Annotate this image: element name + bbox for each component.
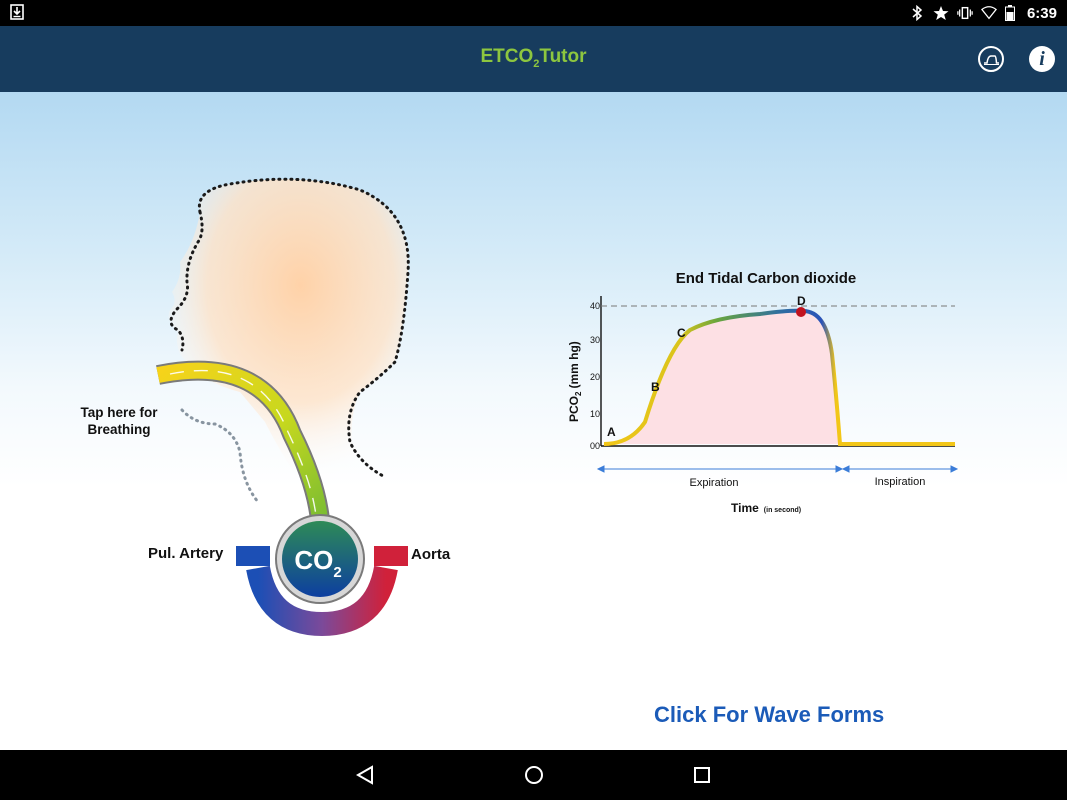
tick-20: 20 [590, 372, 600, 382]
tick-10: 10 [590, 409, 600, 419]
head-silhouette [168, 179, 409, 482]
point-b-label: B [651, 380, 660, 394]
tick-00: 00 [590, 441, 600, 451]
app-title: ETCO2Tutor [0, 46, 1067, 70]
navigation-bar [0, 750, 1067, 800]
chin-neck [180, 408, 260, 504]
point-d-label: D [797, 294, 806, 308]
face-profile [169, 210, 204, 352]
x-axis-label: Time (in second) [731, 501, 801, 515]
tap-for-breathing-label[interactable]: Tap here for Breathing [72, 404, 166, 438]
capnogram-curve [603, 308, 955, 446]
point-c-label: C [677, 326, 686, 340]
back-icon[interactable] [353, 763, 377, 787]
download-icon [10, 4, 24, 20]
app-title-subscript: 2 [533, 57, 540, 70]
waveform-button[interactable] [978, 46, 1004, 72]
bluetooth-icon [912, 5, 923, 21]
diagram-canvas: CO2 End Tidal Carbon dioxide 00 10 20 30… [156, 177, 959, 637]
pulmonary-artery-inlet [236, 546, 270, 566]
point-a-label: A [607, 425, 616, 439]
tap-label-line2: Breathing [87, 422, 151, 437]
main-content: CO2 End Tidal Carbon dioxide 00 10 20 30… [0, 92, 1067, 750]
star-icon [933, 6, 949, 20]
y-axis-label: PCO2(mm hg) [567, 341, 583, 422]
head-outline [197, 177, 410, 479]
etco2-graph: End Tidal Carbon dioxide 00 10 20 30 40 … [567, 270, 959, 515]
wifi-icon [980, 6, 997, 20]
capnogram-fill [604, 310, 840, 444]
expiration-arrow [596, 465, 844, 473]
aorta-label: Aorta [411, 546, 451, 563]
waveform-icon [984, 55, 999, 65]
home-icon[interactable] [522, 763, 546, 787]
battery-icon [1004, 5, 1015, 21]
vibrate-icon [957, 6, 973, 20]
co2-label: CO2 [294, 545, 341, 581]
tick-30: 30 [590, 335, 600, 345]
point-d-marker [796, 307, 806, 317]
pul-artery-label: Pul. Artery [148, 545, 224, 562]
status-time: 6:39 [1026, 4, 1057, 22]
graph-title: End Tidal Carbon dioxide [676, 270, 857, 287]
inspiration-arrow [841, 465, 959, 473]
info-button[interactable]: i [1029, 46, 1055, 72]
recents-icon[interactable] [690, 763, 714, 787]
wave-forms-link[interactable]: Click For Wave Forms [654, 702, 885, 727]
expiration-label: Expiration [690, 477, 739, 489]
info-icon: i [1039, 48, 1045, 70]
breathing-tube[interactable] [156, 360, 330, 522]
inspiration-label: Inspiration [875, 476, 926, 488]
vessel-arc [236, 546, 408, 637]
tick-40: 40 [590, 301, 600, 311]
tap-label-line1: Tap here for [80, 405, 158, 420]
app-title-tail: Tutor [539, 46, 587, 67]
co2-bubble[interactable]: CO2 [275, 514, 365, 604]
status-bar: 6:39 [0, 0, 1067, 26]
app-title-main: ETCO [480, 46, 534, 67]
app-bar: ETCO2Tutor i [0, 26, 1067, 92]
y-ticks: 00 10 20 30 40 [590, 301, 600, 451]
aorta-outlet [374, 546, 408, 566]
